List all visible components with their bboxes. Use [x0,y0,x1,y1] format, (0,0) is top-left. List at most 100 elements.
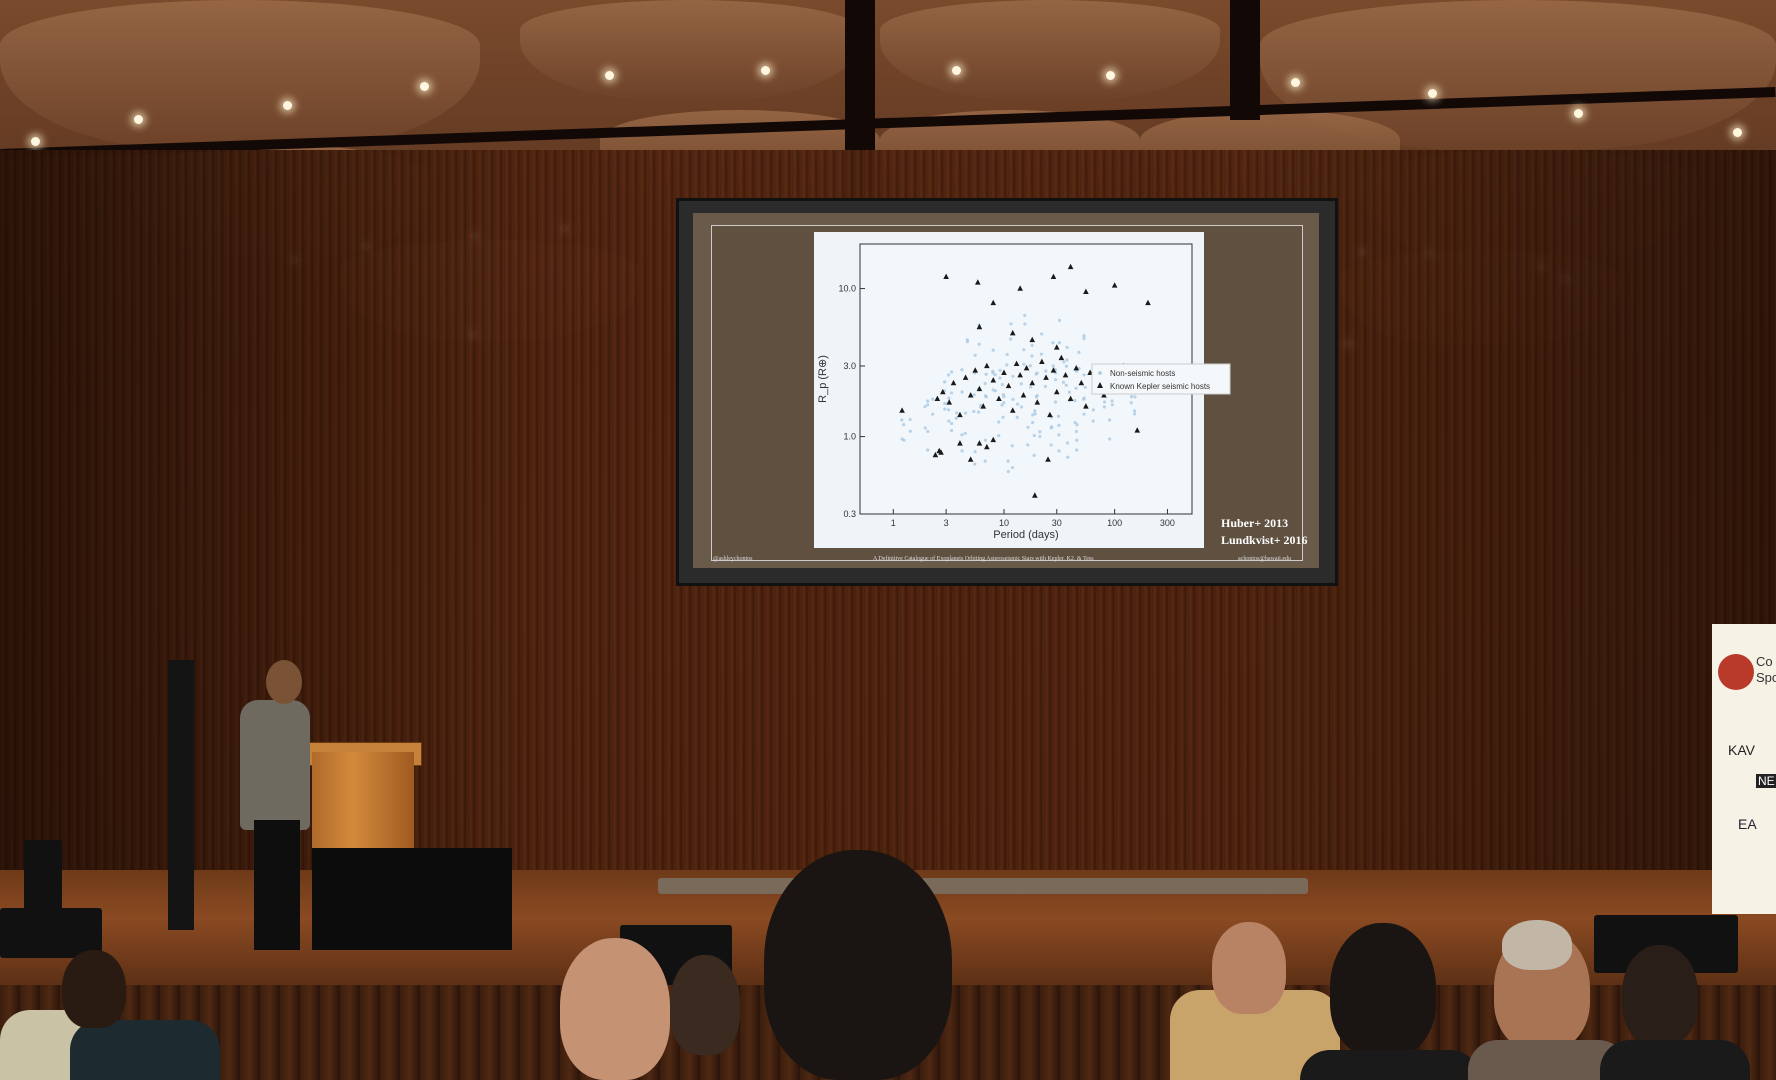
non-seismic-point [943,407,947,411]
seismic-host-point [1145,299,1151,306]
seismic-host-point [975,279,981,285]
non-seismic-point [1077,350,1081,354]
seismic-host-point [976,323,983,330]
ceiling-light [283,101,292,110]
non-seismic-point [1019,405,1024,409]
seismic-host-point [1039,358,1045,365]
non-seismic-point [1066,455,1070,459]
non-seismic-point [923,426,927,430]
non-seismic-point [926,403,930,407]
non-seismic-point [1061,380,1066,384]
seismic-host-point [950,379,957,386]
non-seismic-point [1005,352,1009,357]
non-seismic-point [1075,448,1079,452]
seismic-host-point [1034,399,1041,405]
seismic-host-point [957,411,963,418]
seismic-host-point [1067,263,1074,270]
non-seismic-point [973,450,977,454]
seismic-host-point [946,399,953,405]
audience-head [1622,945,1698,1045]
non-seismic-point [1054,378,1058,382]
non-seismic-point [1065,441,1070,445]
footer-handle: @ashleychontos [713,556,753,562]
non-seismic-point [1051,341,1055,345]
non-seismic-point [1044,369,1048,373]
non-seismic-point [900,418,904,422]
seismic-host-point [1111,282,1118,288]
non-seismic-point [943,380,947,384]
non-seismic-point [923,405,927,409]
seismic-host-point [1053,344,1060,350]
non-seismic-point [997,420,1001,424]
non-seismic-point [949,391,954,395]
non-seismic-point [1000,382,1004,387]
x-tick-label: 100 [1107,518,1122,528]
seismic-host-point [1058,354,1065,361]
non-seismic-point [1031,420,1035,425]
seismic-host-point [943,273,949,280]
non-seismic-point [1011,397,1015,401]
x-tick-label: 300 [1160,518,1175,528]
footer-title: A Definitive Catalogue of Exoplanets Orb… [873,556,1094,562]
audience-head [1330,923,1436,1057]
seismic-host-point [967,392,974,398]
footer-email: achontos@hawaii.edu [1238,556,1292,562]
ceiling-light [1291,78,1300,87]
seismic-host-point [1020,392,1027,398]
non-seismic-point [1049,443,1053,447]
non-seismic-point [946,408,951,412]
seismic-host-point [1083,403,1089,409]
non-seismic-point [1057,449,1061,453]
legend-label-seismic: Known Kepler seismic hosts [1110,382,1210,391]
ceiling-light [761,66,770,75]
non-seismic-point [931,397,935,401]
legend-box [1091,363,1231,395]
non-seismic-point [1026,443,1030,447]
non-seismic-point [1015,415,1019,419]
sponsor-logo-ne: NE [1756,774,1776,788]
non-seismic-point [1033,412,1037,416]
y-tick-label: 1.0 [843,432,856,442]
ceiling-panel [880,0,1220,100]
non-seismic-point [997,434,1001,438]
non-seismic-point [1057,423,1061,427]
non-seismic-point [1038,434,1042,439]
non-seismic-point [1030,343,1034,347]
non-seismic-point [1132,412,1137,416]
banner-text: Co [1756,654,1773,669]
banner-text: Spo [1756,670,1776,685]
non-seismic-point [1091,408,1095,412]
non-seismic-point [1011,374,1015,378]
x-tick-label: 3 [944,518,949,528]
non-seismic-point [1035,393,1039,398]
non-seismic-point [972,393,976,397]
audience-member [70,1020,220,1080]
audience-head [670,955,740,1055]
non-seismic-point [1132,409,1137,413]
seismic-host-point [976,440,983,446]
seismic-host-point [984,443,990,450]
seismic-host-point [1134,427,1141,433]
ceiling-light [952,66,961,75]
non-seismic-point [900,437,904,441]
non-seismic-point [983,459,987,463]
non-seismic-point [1032,433,1036,438]
non-seismic-point [1053,400,1058,404]
non-seismic-point [1022,362,1026,366]
sponsor-logo-kavli: KAV [1728,742,1755,758]
non-seismic-point [993,373,997,377]
non-seismic-point [1082,337,1086,341]
ceiling-light [134,115,143,124]
ceiling-light [31,137,40,146]
non-seismic-point [998,368,1002,372]
projector-mount [1230,0,1260,120]
seismic-host-point [1013,360,1020,367]
non-seismic-point [1006,469,1010,474]
non-seismic-point [993,389,997,393]
non-seismic-point [1129,394,1134,399]
non-seismic-point [960,390,964,394]
non-seismic-point [1039,352,1043,356]
non-seismic-point [963,411,968,415]
audience-head [1212,922,1286,1014]
seismic-host-point [938,449,944,455]
